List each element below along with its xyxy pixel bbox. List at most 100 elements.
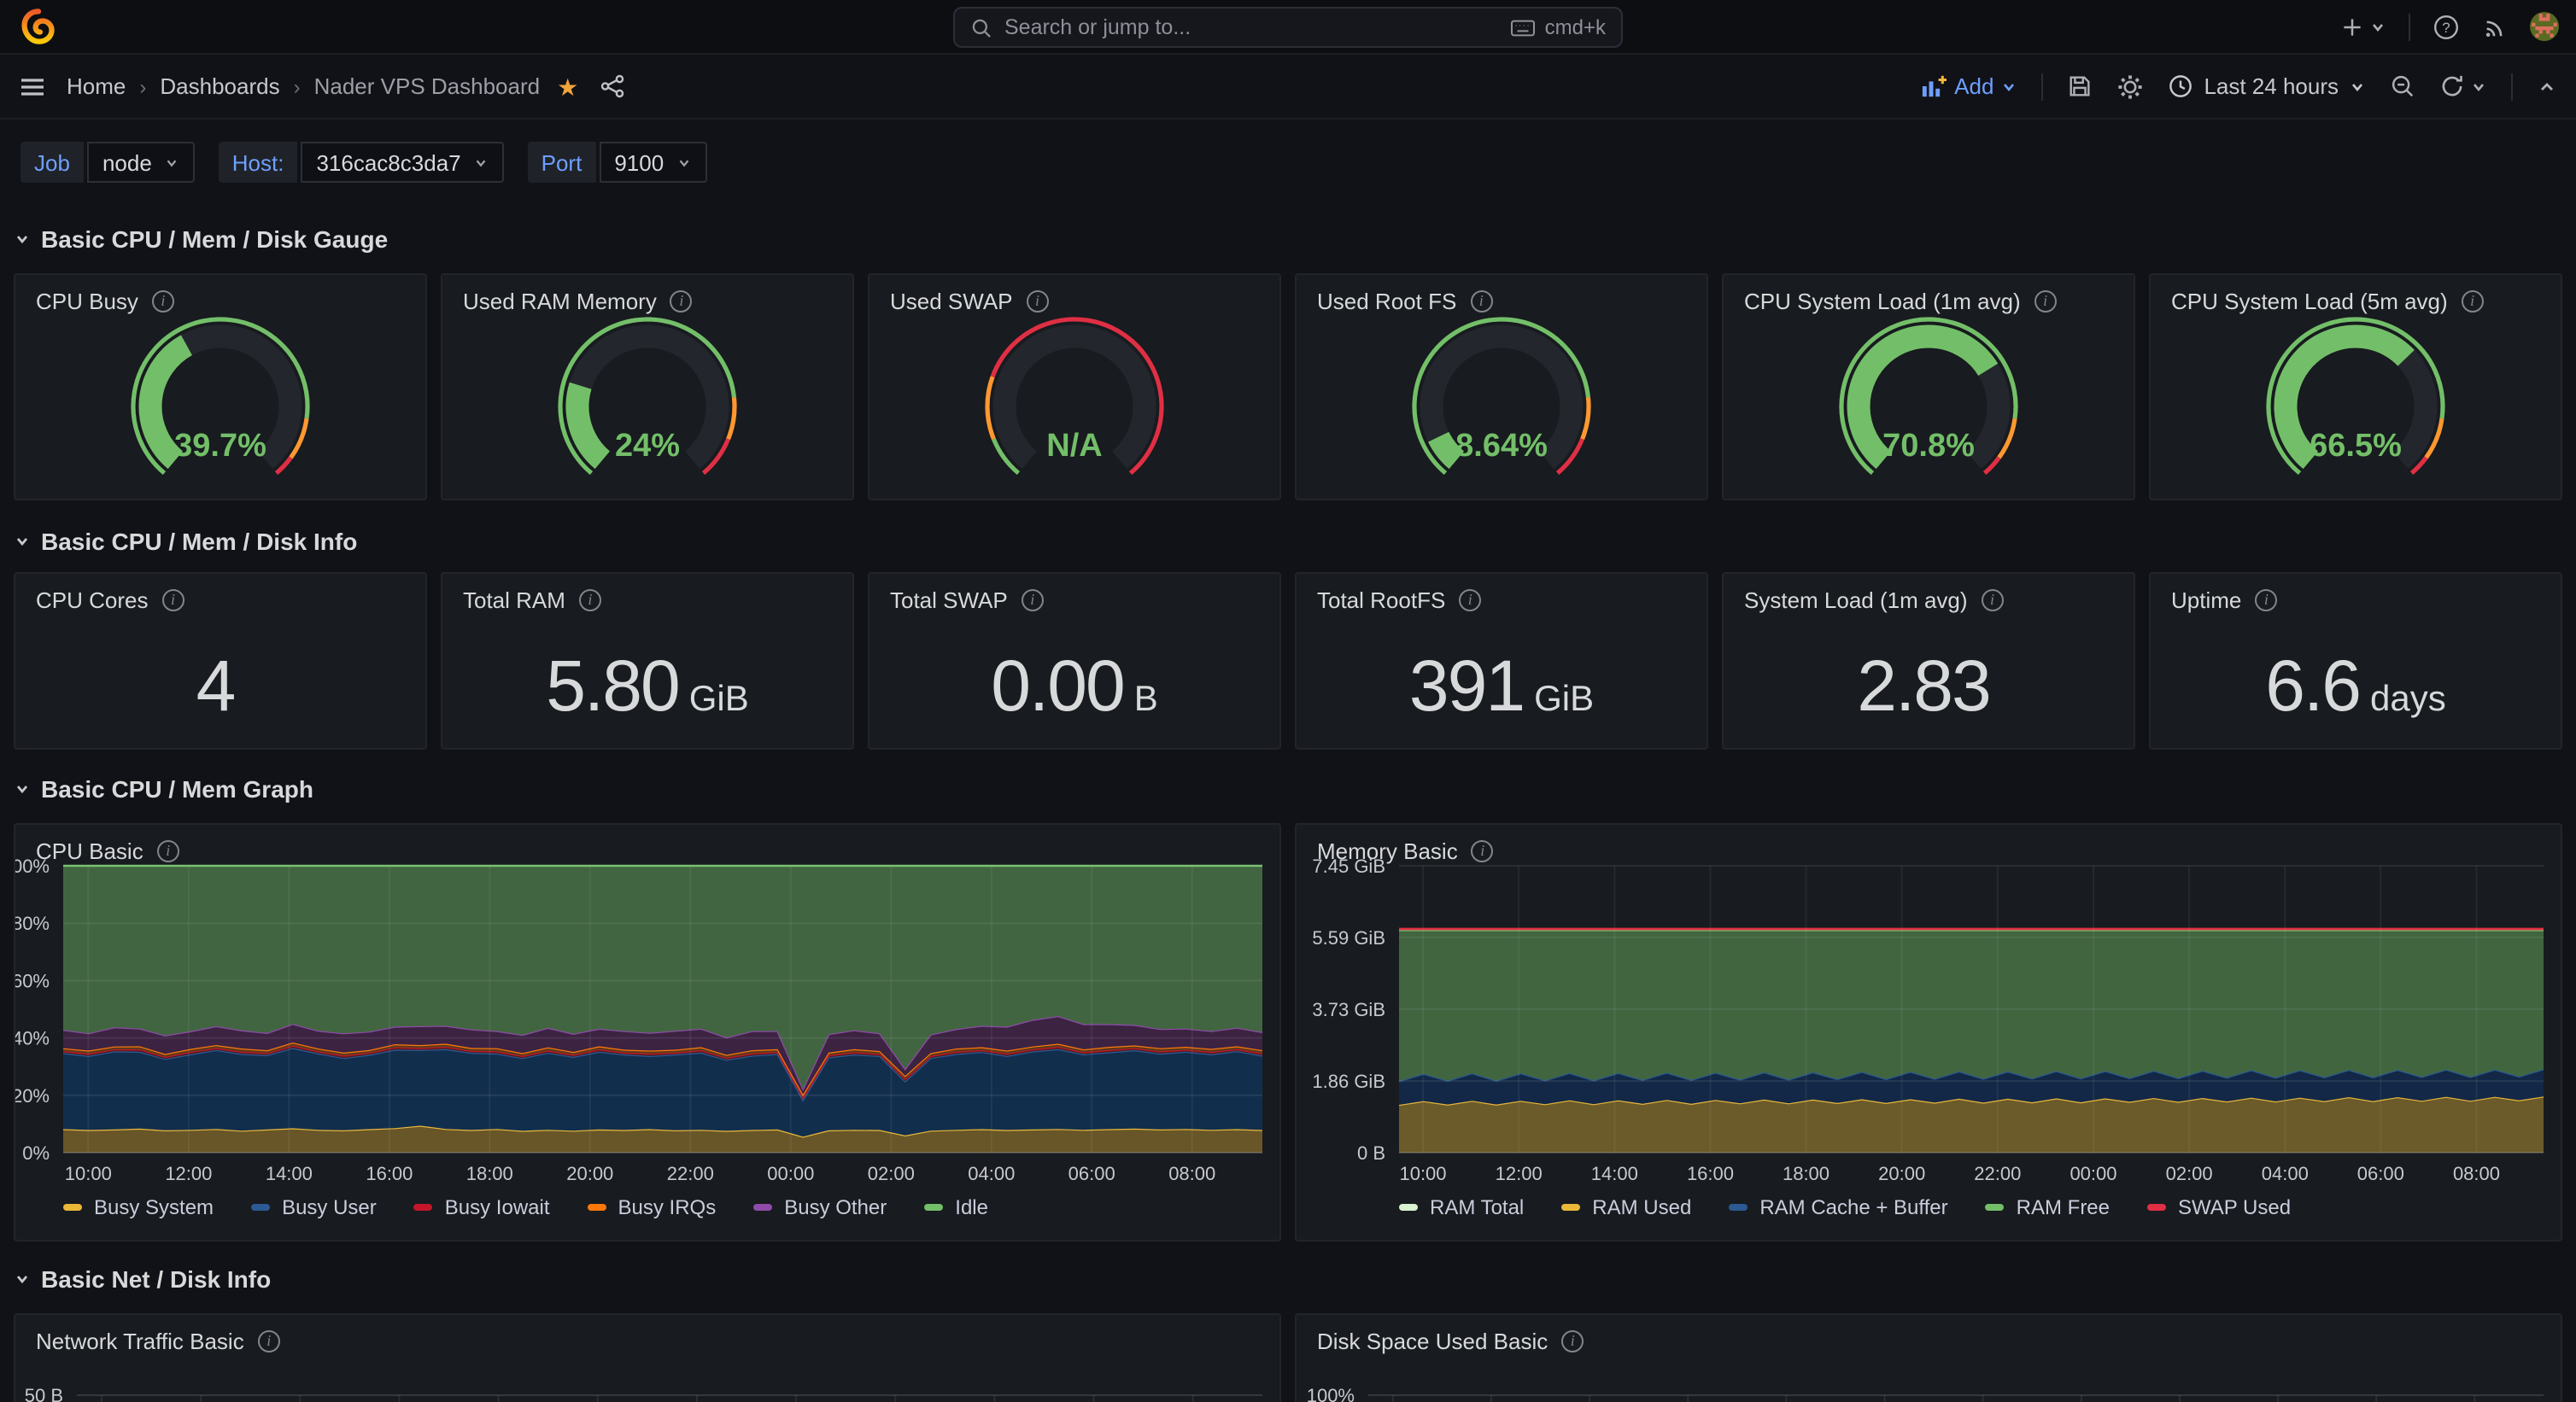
- row-header-net[interactable]: Basic Net / Disk Info: [14, 1259, 2562, 1300]
- info-icon[interactable]: i: [152, 290, 174, 313]
- panel-title[interactable]: Memory Basici: [1317, 838, 1494, 864]
- panel-title[interactable]: CPU Coresi: [36, 587, 184, 613]
- row-title: Basic CPU / Mem Graph: [41, 775, 313, 803]
- svg-text:14:00: 14:00: [266, 1163, 313, 1184]
- info-icon[interactable]: i: [1470, 290, 1492, 313]
- legend-item[interactable]: RAM Total: [1399, 1195, 1524, 1219]
- panel-title[interactable]: CPU Basici: [36, 838, 179, 864]
- search-icon: [970, 16, 992, 38]
- time-range-picker[interactable]: Last 24 hours: [2168, 73, 2366, 99]
- svg-text:22:00: 22:00: [667, 1163, 714, 1184]
- stat-value: 4: [15, 625, 425, 748]
- add-panel-button[interactable]: Add: [1920, 73, 2017, 99]
- panel-disk-space: Disk Space Used Basici 100%: [1295, 1313, 2562, 1402]
- breadcrumb-home[interactable]: Home: [67, 73, 126, 99]
- variable-host-select[interactable]: 316cac8c3da7: [301, 142, 503, 183]
- menu-icon[interactable]: [19, 73, 46, 100]
- info-icon[interactable]: i: [1472, 840, 1494, 862]
- search-box[interactable]: cmd+k: [953, 7, 1623, 48]
- collapse-toolbar-button[interactable]: [2537, 76, 2557, 96]
- legend-item[interactable]: Idle: [924, 1195, 988, 1219]
- info-icon[interactable]: i: [258, 1330, 280, 1352]
- help-icon: ?: [2433, 13, 2460, 40]
- search-input[interactable]: [1004, 15, 1499, 39]
- row-header-gauge[interactable]: Basic CPU / Mem / Disk Gauge: [14, 219, 2562, 260]
- info-icon[interactable]: i: [1027, 290, 1049, 313]
- info-icon[interactable]: i: [1459, 589, 1481, 611]
- panel-title[interactable]: CPU System Load (1m avg)i: [1744, 289, 2057, 314]
- variable-job-select[interactable]: node: [87, 142, 195, 183]
- gauge-panel-row: CPU Busyi 39.7% Used RAM Memoryi 24% Use…: [14, 273, 2562, 500]
- panel-title[interactable]: Used SWAPi: [890, 289, 1049, 314]
- chevron-down-icon: [14, 780, 31, 797]
- legend-swatch: [1561, 1204, 1580, 1211]
- panel-used-swap: Used SWAPi N/A: [868, 273, 1281, 500]
- panel-title[interactable]: Total RAMi: [463, 587, 601, 613]
- panel-title[interactable]: Total RootFSi: [1317, 587, 1481, 613]
- svg-text:08:00: 08:00: [1168, 1163, 1215, 1184]
- save-dashboard-button[interactable]: [2067, 73, 2093, 99]
- new-button[interactable]: [2340, 15, 2386, 38]
- breadcrumb-separator: ›: [139, 74, 146, 98]
- legend-label: SWAP Used: [2178, 1195, 2291, 1219]
- favorite-star-icon[interactable]: ★: [557, 74, 578, 98]
- legend-item[interactable]: Busy User: [251, 1195, 377, 1219]
- legend-item[interactable]: Busy System: [63, 1195, 214, 1219]
- info-icon[interactable]: i: [2255, 589, 2277, 611]
- panel-title[interactable]: Disk Space Used Basici: [1317, 1329, 1584, 1354]
- panel-title[interactable]: Uptimei: [2171, 587, 2277, 613]
- legend-item[interactable]: Busy IRQs: [588, 1195, 717, 1219]
- svg-text:22:00: 22:00: [1974, 1163, 2021, 1184]
- info-icon[interactable]: i: [2034, 290, 2057, 313]
- legend-label: RAM Free: [2017, 1195, 2110, 1219]
- panel-title[interactable]: Used Root FSi: [1317, 289, 1492, 314]
- plus-icon: [2340, 15, 2364, 38]
- row-header-info[interactable]: Basic CPU / Mem / Disk Info: [14, 521, 2562, 562]
- user-avatar[interactable]: [2530, 12, 2559, 41]
- panel-title[interactable]: Network Traffic Basici: [36, 1329, 280, 1354]
- panel-title[interactable]: Total SWAPi: [890, 587, 1044, 613]
- panel-cpu-busy: CPU Busyi 39.7%: [14, 273, 427, 500]
- legend-item[interactable]: SWAP Used: [2147, 1195, 2291, 1219]
- gauge-cpu-busy: 39.7%: [92, 309, 348, 497]
- zoom-out-button[interactable]: [2390, 73, 2415, 99]
- panel-uptime: Uptimei 6.6days: [2149, 572, 2562, 750]
- grafana-logo[interactable]: [20, 9, 56, 44]
- panel-title[interactable]: Used RAM Memoryi: [463, 289, 693, 314]
- help-button[interactable]: ?: [2433, 13, 2460, 40]
- news-button[interactable]: [2482, 14, 2508, 39]
- svg-text:8.64%: 8.64%: [1455, 428, 1548, 464]
- legend-label: Busy Iowait: [445, 1195, 550, 1219]
- info-icon[interactable]: i: [162, 589, 184, 611]
- info-icon[interactable]: i: [1022, 589, 1044, 611]
- chevron-down-icon: [676, 155, 691, 170]
- info-icon[interactable]: i: [1561, 1330, 1584, 1352]
- shortcut-label: cmd+k: [1545, 15, 1606, 39]
- info-icon[interactable]: i: [2462, 290, 2484, 313]
- refresh-button[interactable]: [2439, 73, 2487, 99]
- svg-text:12:00: 12:00: [165, 1163, 212, 1184]
- legend-label: Busy Other: [784, 1195, 887, 1219]
- info-icon[interactable]: i: [579, 589, 601, 611]
- breadcrumb-dashboards[interactable]: Dashboards: [160, 73, 279, 99]
- panel-title[interactable]: CPU Busyi: [36, 289, 174, 314]
- dashboard-settings-button[interactable]: [2116, 73, 2144, 100]
- share-button[interactable]: [599, 73, 624, 99]
- legend-item[interactable]: Busy Iowait: [414, 1195, 550, 1219]
- variable-port-select[interactable]: 9100: [599, 142, 706, 183]
- legend-item[interactable]: Busy Other: [753, 1195, 887, 1219]
- panel-title[interactable]: System Load (1m avg)i: [1744, 587, 2004, 613]
- chevron-down-icon: [14, 533, 31, 550]
- info-icon[interactable]: i: [157, 840, 179, 862]
- legend-item[interactable]: RAM Used: [1561, 1195, 1691, 1219]
- legend-label: Busy User: [282, 1195, 377, 1219]
- legend-swatch: [924, 1204, 943, 1211]
- info-icon[interactable]: i: [670, 290, 693, 313]
- info-icon[interactable]: i: [1982, 589, 2004, 611]
- legend-item[interactable]: RAM Free: [1986, 1195, 2110, 1219]
- row-header-graph[interactable]: Basic CPU / Mem Graph: [14, 768, 2562, 809]
- panel-title[interactable]: CPU System Load (5m avg)i: [2171, 289, 2484, 314]
- chevron-down-icon: [164, 155, 179, 170]
- row-title: Basic CPU / Mem / Disk Gauge: [41, 225, 388, 253]
- legend-item[interactable]: RAM Cache + Buffer: [1729, 1195, 1947, 1219]
